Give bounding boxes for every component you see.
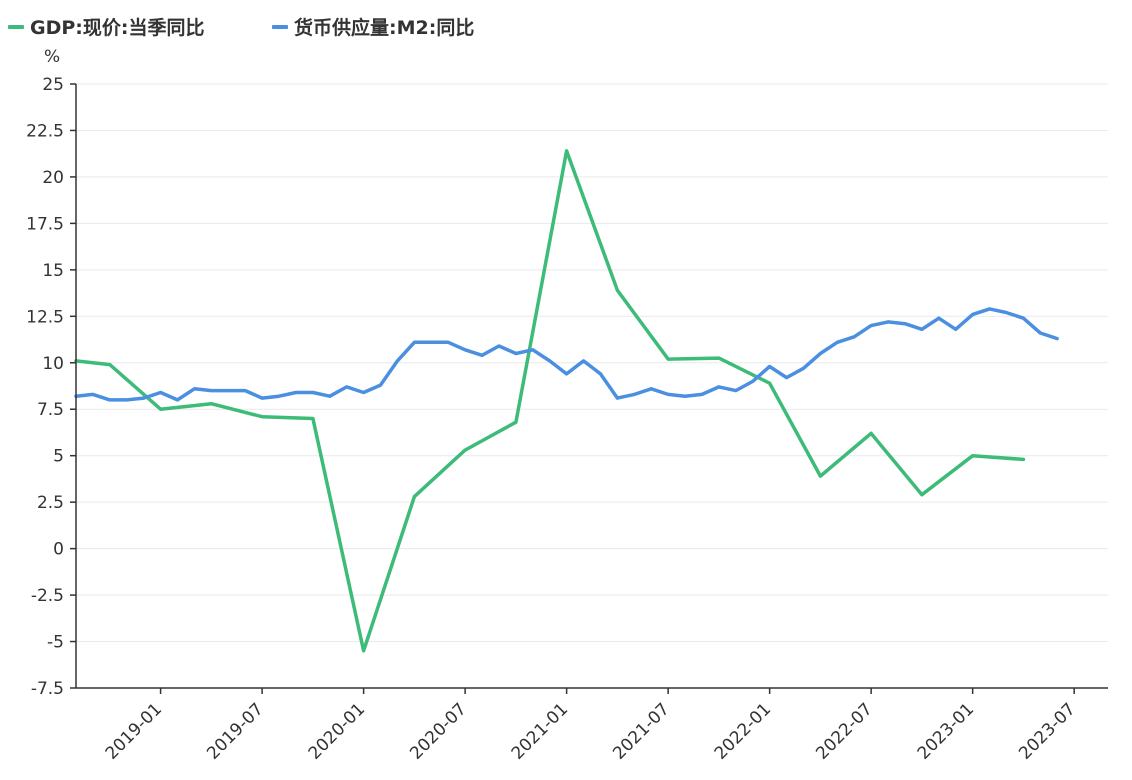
x-tick-label: 2023-07 [1015,699,1079,763]
legend-swatch-m2 [272,25,288,29]
y-tick-label: 0 [53,540,64,560]
y-tick-label: 17.5 [26,214,64,234]
series-line-m2 [74,307,1059,402]
series-line-gdp [74,149,1026,653]
legend-item-m2[interactable]: 货币供应量:M2:同比 [272,16,474,39]
x-tick-label: 2021-01 [508,699,572,763]
x-axis-ticks: 2019-01 2019-07 2020-01 2020-07 2021-01 2021-… [102,688,1080,764]
x-tick-label: 2019-01 [102,699,166,763]
legend-item-gdp[interactable]: GDP:现价:当季同比 [8,16,205,39]
y-axis-unit-label: % [44,47,60,67]
legend-label-gdp: GDP:现价:当季同比 [30,16,205,39]
series-lines [74,149,1059,653]
legend-swatch-gdp [8,25,24,29]
y-tick-label: 7.5 [37,400,64,420]
y-tick-label: 2.5 [37,493,64,513]
y-tick-label: 5 [53,447,64,467]
y-tick-label: 20 [42,168,64,188]
x-tick-label: 2019-07 [203,699,267,763]
y-tick-label: 12.5 [26,307,64,327]
gridlines [76,83,1108,643]
x-tick-label: 2020-01 [305,699,369,763]
chart-legend: GDP:现价:当季同比 货币供应量:M2:同比 [8,16,474,39]
x-tick-label: 2020-07 [406,699,470,763]
x-tick-label: 2023-01 [914,699,978,763]
y-tick-label: -7.5 [31,679,64,699]
y-axis-ticks: 25 22.5 20 17.5 15 12.5 10 7.5 5 2.5 0 -2.5 -5 -7.5 [26,75,76,699]
x-tick-label: 2021-07 [609,699,673,763]
y-tick-label: -5 [47,633,64,653]
y-tick-label: 22.5 [26,121,64,141]
y-tick-label: 25 [42,75,64,95]
y-tick-label: -2.5 [31,586,64,606]
y-tick-label: 15 [42,261,64,281]
y-tick-label: 10 [42,354,64,374]
legend-label-m2: 货币供应量:M2:同比 [294,16,474,39]
x-tick-label: 2022-01 [711,699,775,763]
x-tick-label: 2022-07 [812,699,876,763]
